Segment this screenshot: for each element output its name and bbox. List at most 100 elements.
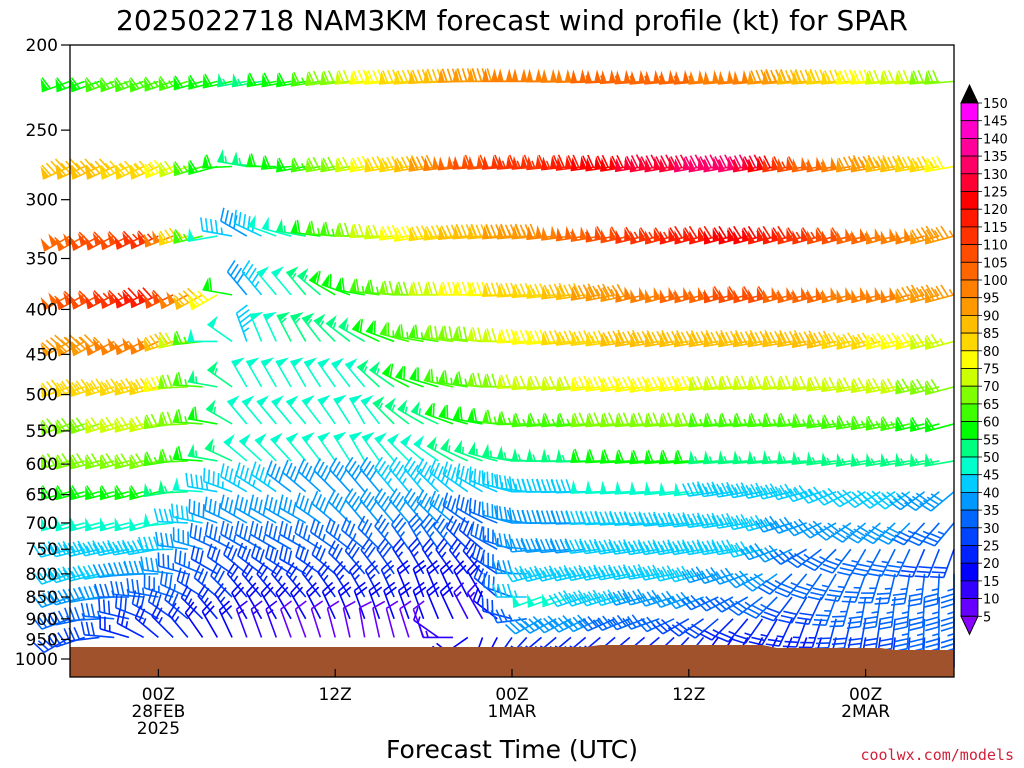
wind-barb: [564, 538, 601, 554]
wind-barb: [416, 458, 439, 493]
wind-barb: [868, 548, 896, 577]
wind-barb: [570, 375, 601, 392]
wind-barb: [333, 394, 351, 425]
wind-barb: [204, 496, 233, 524]
wind-barb: [883, 548, 911, 578]
wind-barb: [188, 74, 218, 90]
wind-barb: [504, 565, 542, 583]
wind-barb: [40, 379, 71, 398]
wind-barb: [629, 481, 660, 496]
wind-barb: [356, 359, 380, 388]
wind-barb: [667, 512, 704, 528]
wind-barb: [279, 600, 293, 638]
wind-barb: [614, 480, 645, 495]
y-tick-label: 500: [26, 386, 58, 406]
wind-barb: [70, 77, 100, 93]
wind-barb: [320, 156, 351, 173]
wind-barb: [895, 378, 925, 395]
wind-barb: [894, 69, 925, 85]
wind-barb: [170, 503, 203, 524]
wind-barb: [815, 522, 852, 541]
wind-barb: [682, 481, 719, 497]
wind-barb: [70, 417, 100, 435]
wind-barb: [217, 73, 247, 88]
wind-barb: [84, 158, 115, 180]
wind-barb: [231, 151, 262, 168]
wind-barb: [359, 456, 381, 493]
wind-barb: [143, 574, 174, 598]
wind-barb: [387, 432, 410, 462]
wind-barb: [761, 450, 793, 465]
wind-barb: [812, 596, 837, 626]
wind-barb: [747, 412, 778, 428]
wind-barb: [204, 437, 233, 462]
wind-barb: [234, 494, 262, 524]
wind-barb: [40, 418, 71, 435]
wind-barb: [358, 600, 372, 638]
colorbar-swatch: [960, 314, 979, 334]
wind-barb: [608, 539, 645, 555]
wind-barb: [435, 538, 454, 575]
wind-barb: [223, 433, 248, 462]
wind-barb: [388, 456, 410, 493]
x-tick-label: 2025: [137, 719, 180, 739]
wind-barb: [467, 408, 498, 425]
wind-barb: [187, 369, 218, 388]
colorbar-swatch: [960, 580, 979, 600]
y-tick-label: 750: [26, 540, 58, 560]
wind-barb: [865, 415, 896, 431]
wind-barb: [241, 395, 263, 425]
colorbar: 1501451401351301251201151101051009590858…: [960, 83, 1008, 636]
wind-barb: [924, 69, 955, 85]
wind-barb: [540, 448, 571, 463]
wind-barb: [894, 452, 925, 467]
wind-barb: [570, 330, 601, 347]
wind-barb: [180, 585, 204, 620]
wind-barb: [907, 573, 926, 607]
wind-barb: [143, 512, 174, 527]
wind-barb: [674, 225, 704, 245]
wind-barb: [526, 448, 557, 463]
y-tick-label: 650: [26, 486, 58, 506]
wind-barb: [220, 463, 248, 493]
wind-barb: [32, 567, 71, 585]
wind-barb: [879, 69, 910, 85]
wind-barb: [876, 522, 911, 545]
wind-barb: [247, 214, 277, 237]
wind-barb: [301, 312, 322, 342]
wind-barb: [468, 466, 498, 493]
wind-barb: [234, 520, 262, 550]
wind-barb: [128, 337, 159, 355]
wind-barb: [454, 439, 483, 462]
wind-barb: [374, 456, 395, 493]
wind-barb: [70, 453, 100, 470]
wind-barb: [526, 329, 557, 346]
wind-barb: [207, 315, 233, 343]
wind-barb: [260, 357, 277, 388]
wind-barb: [835, 415, 866, 430]
colorbar-label: 140: [983, 132, 1008, 147]
wind-barb: [895, 284, 925, 304]
wind-barb: [874, 491, 911, 510]
colorbar-swatch: [960, 102, 979, 122]
wind-barb: [114, 416, 144, 433]
wind-barb: [725, 541, 763, 558]
wind-barb: [220, 520, 248, 550]
wind-barb: [351, 318, 380, 343]
wind-barb: [368, 581, 383, 620]
wind-barb: [231, 582, 248, 620]
wind-barb: [256, 266, 277, 296]
y-tick-label: 200: [26, 36, 58, 56]
wind-barb: [806, 451, 837, 466]
wind-barb: [493, 532, 527, 551]
wind-barb: [909, 452, 940, 467]
wind-barb: [245, 582, 263, 620]
wind-barb: [555, 154, 586, 171]
wind-barb: [99, 615, 130, 639]
wind-barb: [360, 538, 381, 575]
wind-barb: [172, 477, 203, 493]
wind-barb: [271, 395, 292, 425]
wind-barb: [275, 357, 292, 388]
wind-barb: [204, 521, 233, 550]
x-tick-label: 1MAR: [488, 702, 537, 722]
